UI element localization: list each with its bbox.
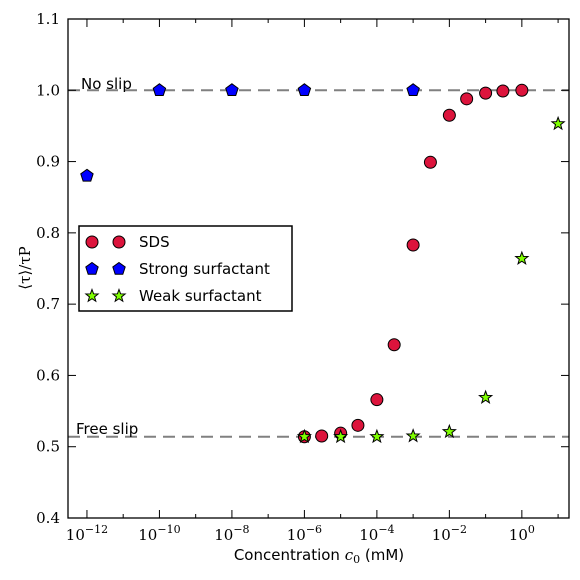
y-tick-label: 1.1 [36, 10, 60, 28]
data-point [514, 250, 530, 265]
y-axis-label: ⟨τ⟩/τP [16, 246, 34, 289]
data-point [423, 155, 437, 169]
series-sds [297, 83, 529, 444]
legend-label: Strong surfactant [139, 260, 270, 278]
data-point [515, 83, 529, 97]
x-tick-label: 10−8 [214, 523, 249, 544]
legend-label: SDS [139, 233, 170, 251]
y-tick-label: 0.5 [36, 438, 60, 456]
data-point [550, 115, 566, 131]
x-tick-label: 10−12 [66, 523, 108, 544]
data-point [406, 238, 420, 252]
series-weak-surfactant [296, 115, 566, 444]
axis-ticks: 10−12 10−10 10−8 10−6 10−4 10−2 100 0.4 0.5 0.6 0.… [36, 10, 569, 544]
legend-marker [111, 288, 127, 303]
legend-entry-weak-surfactant: Weak surfactant [84, 287, 262, 305]
x-axis-label: Concentration c0 (mM) [234, 546, 404, 566]
x-tick-label: 100 [509, 523, 535, 544]
legend-marker [112, 235, 126, 249]
data-point [297, 83, 312, 97]
legend-marker [85, 261, 99, 275]
data-point [387, 338, 401, 352]
series-strong-surfactant [80, 83, 420, 182]
x-tick-label: 10−4 [359, 523, 394, 544]
y-tick-label: 0.8 [36, 224, 60, 242]
y-tick-label: 0.4 [36, 509, 60, 527]
data-point [152, 83, 167, 97]
data-point [225, 83, 239, 97]
data-point [496, 84, 510, 98]
y-tick-label: 1.0 [36, 81, 60, 99]
y-tick-label: 0.7 [36, 295, 60, 313]
data-point [369, 428, 385, 444]
data-point [405, 428, 421, 443]
x-tick-label: 10−2 [432, 523, 467, 544]
legend-entry-sds: SDS [85, 233, 170, 251]
data-point [333, 428, 349, 444]
data-point [370, 393, 384, 407]
no-slip-annotation: No slip [81, 75, 132, 93]
x-tick-label: 10−10 [138, 523, 180, 544]
x-tick-label: 10−6 [287, 523, 322, 544]
legend-marker [84, 288, 100, 303]
plot-area-frame [67, 18, 570, 519]
legend-marker [85, 235, 99, 249]
data-point [406, 83, 420, 97]
legend-marker [112, 261, 126, 275]
data-point [351, 418, 365, 432]
free-slip-annotation: Free slip [76, 420, 138, 438]
y-tick-label: 0.6 [36, 366, 60, 384]
data-point [296, 428, 312, 444]
legend-label: Weak surfactant [139, 287, 262, 305]
data-series [80, 83, 566, 444]
data-point [442, 108, 456, 122]
data-point [80, 168, 94, 182]
data-point [478, 389, 494, 404]
data-point [460, 92, 474, 106]
data-point [315, 429, 329, 443]
legend: SDS Strong surfactant Weak surfactant [78, 225, 293, 312]
y-tick-label: 0.9 [36, 153, 60, 171]
data-point [441, 423, 457, 439]
legend-entry-strong-surfactant: Strong surfactant [85, 260, 270, 278]
data-point [479, 86, 493, 100]
